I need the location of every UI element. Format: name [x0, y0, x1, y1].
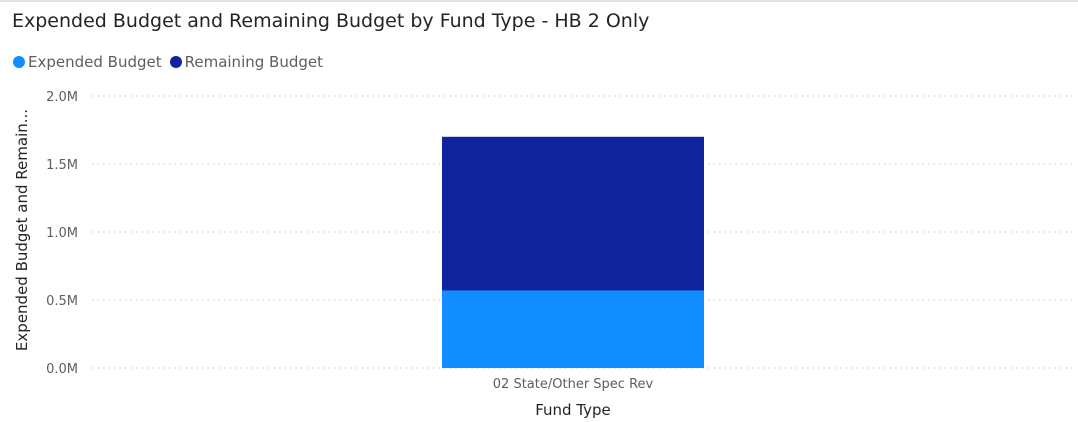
y-tick-label: 0.0M — [46, 362, 78, 377]
top-divider — [0, 0, 1078, 2]
x-tick-label: 02 State/Other Spec Rev — [493, 377, 654, 392]
y-tick-label: 2.0M — [46, 90, 78, 105]
legend-marker-expended-budget — [13, 56, 25, 68]
y-tick-label: 1.0M — [46, 226, 78, 241]
chart-title: Expended Budget and Remaining Budget by … — [12, 10, 650, 32]
y-tick-label: 0.5M — [46, 294, 78, 309]
bar-segment-remaining-budget — [442, 136, 704, 291]
bar-segment-expended-budget — [442, 290, 704, 368]
y-tick-label: 1.5M — [46, 158, 78, 173]
x-axis-title: Fund Type — [535, 401, 611, 419]
legend-item-remaining-budget[interactable]: Remaining Budget — [169, 53, 323, 71]
legend-label-remaining-budget: Remaining Budget — [184, 53, 323, 71]
legend: Expended Budget Remaining Budget — [13, 53, 323, 71]
legend-label-expended-budget: Expended Budget — [28, 53, 162, 71]
legend-item-expended-budget[interactable]: Expended Budget — [13, 53, 162, 71]
legend-marker-remaining-budget — [169, 56, 182, 68]
